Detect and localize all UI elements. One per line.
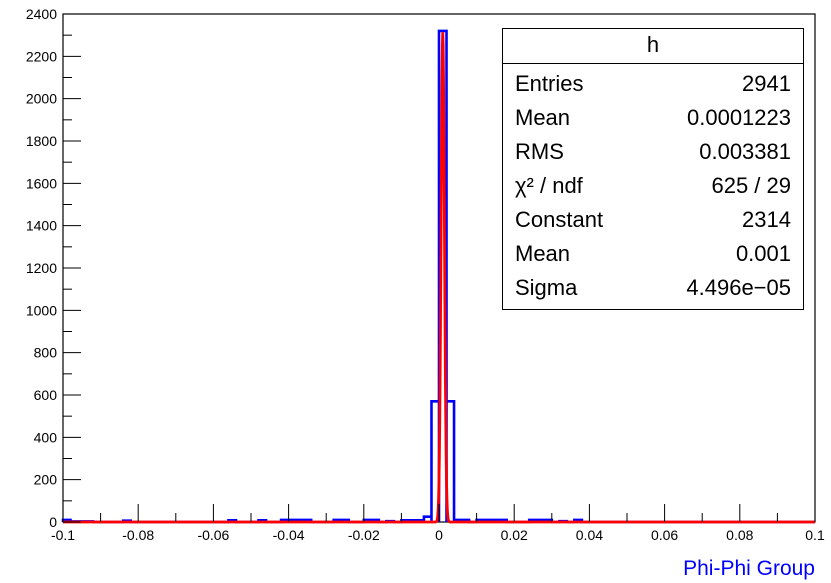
y-tick-label: 200 bbox=[34, 472, 58, 488]
stats-row-fit-mean: Mean 0.001 bbox=[515, 237, 791, 271]
stats-label: Entries bbox=[515, 71, 584, 96]
x-tick-label: 0 bbox=[435, 527, 443, 543]
y-tick-label: 800 bbox=[34, 345, 58, 361]
stats-box-title: h bbox=[503, 29, 803, 64]
stats-row-mean: Mean 0.0001223 bbox=[515, 101, 791, 135]
y-tick-label: 1200 bbox=[26, 260, 57, 276]
stats-label: χ² / ndf bbox=[515, 173, 583, 198]
stats-value: 0.001 bbox=[735, 241, 791, 266]
stats-label: Mean bbox=[515, 105, 571, 130]
y-tick-label: 600 bbox=[34, 387, 58, 403]
x-tick-label: 0.02 bbox=[501, 527, 528, 543]
y-tick-label: 1800 bbox=[26, 133, 57, 149]
y-tick-label: 2400 bbox=[26, 6, 57, 22]
stats-value: 2314 bbox=[742, 207, 791, 232]
x-tick-label: 0.06 bbox=[651, 527, 678, 543]
stats-value: 0.0001223 bbox=[687, 105, 791, 130]
y-tick-label: 2200 bbox=[26, 48, 57, 64]
x-tick-label: -0.06 bbox=[197, 527, 229, 543]
stats-value: 625 / 29 bbox=[711, 173, 791, 198]
stats-label: Mean bbox=[515, 241, 571, 266]
y-tick-label: 1000 bbox=[26, 302, 57, 318]
x-tick-label: 0.04 bbox=[576, 527, 603, 543]
x-tick-label: -0.1 bbox=[51, 527, 75, 543]
stats-value: 2941 bbox=[742, 71, 791, 96]
group-caption: Phi-Phi Group bbox=[683, 557, 815, 580]
stats-row-sigma: Sigma 4.496e−05 bbox=[515, 271, 791, 305]
x-tick-label: -0.04 bbox=[273, 527, 305, 543]
stats-value: 0.003381 bbox=[699, 139, 791, 164]
x-tick-label: 0.1 bbox=[805, 527, 825, 543]
x-tick-label: 0.08 bbox=[726, 527, 753, 543]
stats-row-rms: RMS 0.003381 bbox=[515, 135, 791, 169]
stats-label: RMS bbox=[515, 139, 564, 164]
stats-row-constant: Constant 2314 bbox=[515, 203, 791, 237]
y-tick-label: 0 bbox=[49, 514, 57, 530]
stats-row-chi2: χ² / ndf 625 / 29 bbox=[515, 169, 791, 203]
stats-label: Sigma bbox=[515, 275, 578, 300]
x-tick-label: -0.08 bbox=[122, 527, 154, 543]
stats-value: 4.496e−05 bbox=[686, 275, 791, 300]
stats-row-entries: Entries 2941 bbox=[515, 67, 791, 101]
fit-curve bbox=[63, 32, 815, 524]
y-tick-label: 400 bbox=[34, 429, 58, 445]
x-tick-label: -0.02 bbox=[348, 527, 380, 543]
stats-label: Constant bbox=[515, 207, 604, 232]
y-tick-label: 2000 bbox=[26, 91, 57, 107]
stats-box: h Entries 2941 Mean 0.0001223 RMS 0.0033… bbox=[502, 28, 804, 310]
y-tick-label: 1400 bbox=[26, 218, 57, 234]
y-tick-label: 1600 bbox=[26, 175, 57, 191]
